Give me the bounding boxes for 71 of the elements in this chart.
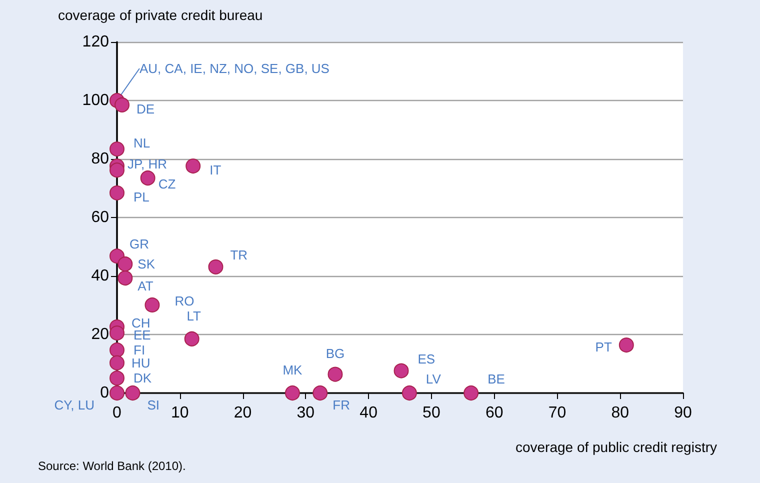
point bbox=[110, 386, 124, 400]
point bbox=[328, 366, 343, 382]
annotation: IT bbox=[210, 162, 222, 178]
x-tick-label: 30 bbox=[296, 404, 315, 422]
annotation: GR bbox=[130, 236, 149, 252]
annotation: ES bbox=[418, 351, 436, 366]
y-tick-label: 40 bbox=[91, 268, 110, 284]
x-tick-label: 50 bbox=[422, 404, 440, 422]
point bbox=[110, 185, 124, 200]
annotation: AU, CA, IE, NZ, NO, SE, GB, US bbox=[140, 61, 330, 76]
point bbox=[118, 270, 133, 286]
point bbox=[394, 363, 409, 378]
point bbox=[110, 355, 124, 370]
annotation: RO bbox=[174, 293, 194, 308]
y-tick-label: 80 bbox=[91, 150, 110, 168]
x-tick-label: 60 bbox=[485, 404, 504, 422]
y-tick-label: 100 bbox=[82, 92, 110, 109]
annotation: DE bbox=[136, 101, 155, 116]
point bbox=[110, 342, 124, 358]
point bbox=[402, 386, 417, 400]
annotation: BE bbox=[488, 372, 506, 386]
x-tick-label: 10 bbox=[170, 404, 189, 422]
annotation: CH bbox=[132, 315, 150, 330]
x-tick-label: 70 bbox=[548, 404, 566, 422]
point bbox=[284, 386, 300, 400]
annotation: TR bbox=[230, 247, 248, 262]
x-tick-label: 80 bbox=[611, 404, 630, 422]
point bbox=[186, 158, 201, 174]
annotation: FI bbox=[134, 342, 146, 358]
point bbox=[110, 162, 124, 178]
point bbox=[464, 386, 479, 400]
point bbox=[125, 386, 140, 400]
x-tick-label: 90 bbox=[674, 404, 692, 422]
x-tick-label: 40 bbox=[360, 404, 378, 422]
annotation: HU bbox=[132, 355, 150, 370]
point bbox=[110, 326, 124, 341]
annotation: FR bbox=[332, 398, 350, 412]
x-tick-label: 20 bbox=[234, 404, 252, 422]
annotation: CY, LU bbox=[54, 398, 94, 412]
point bbox=[110, 370, 124, 386]
annotation: SI bbox=[147, 398, 160, 412]
point bbox=[208, 259, 224, 274]
annotation: DK bbox=[134, 370, 152, 386]
annotation: PL bbox=[134, 189, 150, 204]
point bbox=[184, 331, 200, 346]
point bbox=[144, 297, 160, 312]
annotation: CZ bbox=[158, 176, 176, 192]
y-axis-title: coverage of private credit bureau bbox=[58, 7, 263, 23]
point bbox=[110, 142, 124, 157]
x-axis-title: coverage of public credit registry bbox=[515, 439, 718, 455]
annotation: MK bbox=[282, 362, 303, 378]
y-tick-label: 0 bbox=[100, 384, 110, 402]
point bbox=[118, 256, 133, 272]
annotation: LV bbox=[426, 372, 442, 386]
y-tick-label: 20 bbox=[91, 326, 110, 343]
annotation: AT bbox=[138, 278, 154, 294]
annotation: EE bbox=[134, 328, 152, 343]
annotation: PT bbox=[595, 340, 612, 355]
annotation: LT bbox=[186, 308, 201, 324]
annotation: JP, HR bbox=[128, 156, 167, 172]
source-note: Source: World Bank (2010). bbox=[38, 459, 186, 473]
point bbox=[140, 170, 156, 186]
annotation: NL bbox=[134, 136, 150, 151]
annotation: BG bbox=[326, 346, 345, 361]
point bbox=[312, 386, 328, 400]
annotation: SK bbox=[138, 256, 156, 272]
y-tick-label: 60 bbox=[91, 209, 110, 226]
y-tick-label: 120 bbox=[82, 34, 110, 50]
point bbox=[618, 338, 634, 353]
point bbox=[114, 97, 130, 112]
x-tick-label: 0 bbox=[112, 404, 122, 422]
